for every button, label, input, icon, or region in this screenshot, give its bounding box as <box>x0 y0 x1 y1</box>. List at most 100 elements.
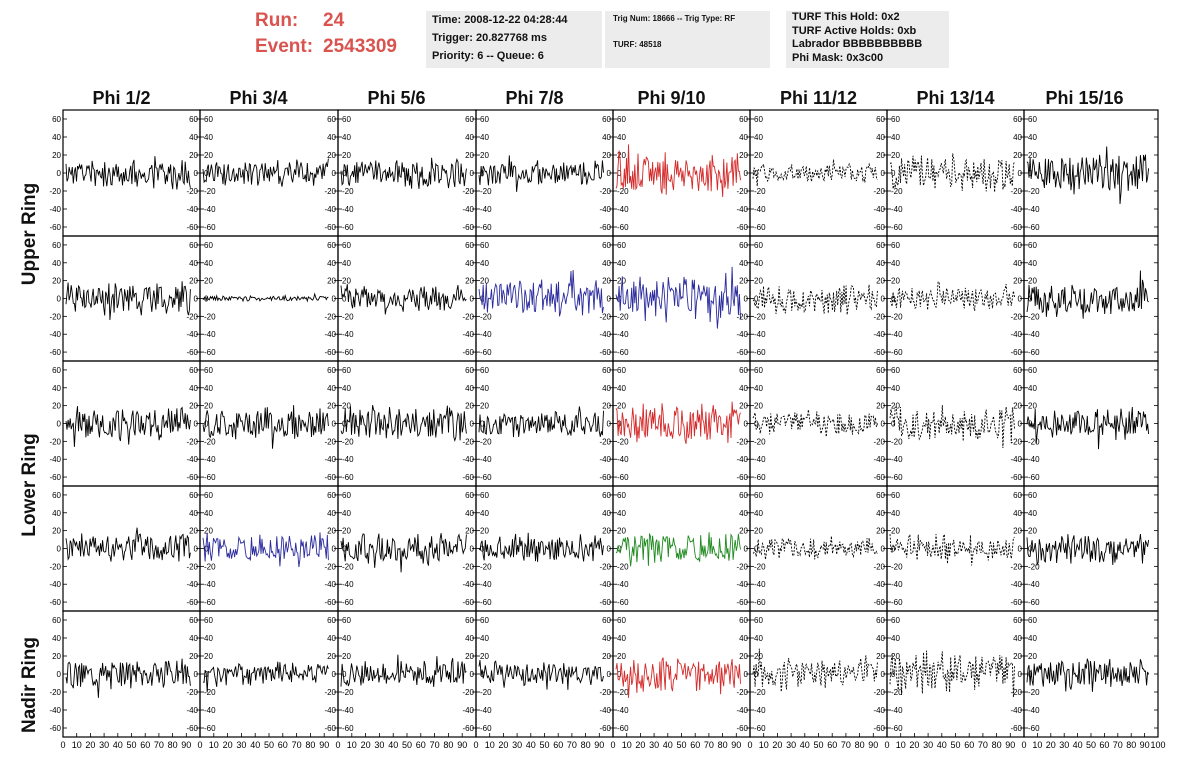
y-tick-label: 40 <box>52 509 61 518</box>
x-tick-label: 50 <box>950 740 960 750</box>
phi-header-3: Phi 5/6 <box>367 88 426 108</box>
x-tick-label: 30 <box>512 740 522 750</box>
y-tick-label-right: 40 <box>754 634 763 643</box>
y-tick-label: -20 <box>736 688 748 697</box>
waveform-black <box>752 648 878 692</box>
y-tick-label-right: 40 <box>891 259 900 268</box>
y-tick-label: 0 <box>194 295 199 304</box>
y-tick-label-right: -60 <box>480 348 492 357</box>
y-tick-label-right: 60 <box>204 616 213 625</box>
y-tick-label: -40 <box>873 706 885 715</box>
x-tick-label: 50 <box>402 740 412 750</box>
y-tick-label: -60 <box>736 724 748 733</box>
y-tick-label-right: -40 <box>480 205 492 214</box>
y-tick-label: 0 <box>744 295 749 304</box>
y-tick-label-right: 20 <box>342 151 351 160</box>
y-tick-label: 20 <box>52 402 61 411</box>
y-tick-label: -20 <box>736 437 748 446</box>
x-tick-label: 90 <box>1005 740 1015 750</box>
event-value: 2543309 <box>323 36 397 57</box>
y-tick-label-right: -40 <box>342 455 354 464</box>
x-tick-label: 40 <box>800 740 810 750</box>
y-tick-label: 40 <box>739 634 748 643</box>
y-tick-label-right: 20 <box>342 652 351 661</box>
y-tick-label: -60 <box>599 223 611 232</box>
y-tick-label-right: -60 <box>754 598 766 607</box>
waveform-black <box>889 534 1015 566</box>
y-tick-label: -20 <box>462 562 474 571</box>
waveform-blue <box>202 532 329 568</box>
y-tick-label: 20 <box>327 652 336 661</box>
y-tick-label-right: -60 <box>480 724 492 733</box>
y-tick-label: 20 <box>52 652 61 661</box>
y-tick-label: 20 <box>1013 277 1022 286</box>
y-tick-label-right: 40 <box>342 509 351 518</box>
x-tick-label: 60 <box>690 740 700 750</box>
x-tick-label: 40 <box>526 740 536 750</box>
y-tick-label: 40 <box>465 509 474 518</box>
y-tick-label-right: 0 <box>617 169 622 178</box>
y-tick-label: 0 <box>607 670 612 679</box>
y-tick-label: 0 <box>332 670 337 679</box>
y-tick-label: 40 <box>52 133 61 142</box>
y-tick-label: 0 <box>332 420 337 429</box>
y-tick-label-right: 60 <box>342 241 351 250</box>
y-tick-label-right: 20 <box>891 527 900 536</box>
y-tick-label-right: 60 <box>617 241 626 250</box>
turf-info-panel: TURF This Hold: 0x2 TURF Active Holds: 0… <box>786 11 949 68</box>
y-tick-label-right: 40 <box>617 634 626 643</box>
x-tick-label: 50 <box>264 740 274 750</box>
y-tick-label: 60 <box>876 115 885 124</box>
y-tick-label: -20 <box>324 688 336 697</box>
y-tick-label-right: 0 <box>342 545 347 554</box>
y-tick-label-right: -60 <box>204 473 216 482</box>
y-tick-label-right: 40 <box>480 509 489 518</box>
y-tick-label: -40 <box>599 205 611 214</box>
phi-header-7: Phi 13/14 <box>916 88 995 108</box>
phi-mask-text: Phi Mask: 0x3c00 <box>792 51 884 64</box>
y-tick-label-right: -20 <box>754 562 766 571</box>
y-tick-label-right: 40 <box>342 259 351 268</box>
x-tick-label: 0 <box>60 740 65 750</box>
panel-r2-c4: 60 60 40 40 20 20 0 0 -20 -20 -40 -40 -60 -60 <box>462 235 629 362</box>
y-tick-label: -60 <box>873 724 885 733</box>
y-tick-label: -20 <box>873 312 885 321</box>
x-tick-label: 10 <box>485 740 495 750</box>
y-tick-label: 20 <box>189 277 198 286</box>
y-tick-label: -20 <box>599 312 611 321</box>
y-tick-label: -20 <box>462 688 474 697</box>
y-tick-label: -40 <box>599 706 611 715</box>
y-tick-label: -40 <box>186 330 198 339</box>
y-tick-label-right: 20 <box>754 402 763 411</box>
y-tick-label-right: -60 <box>1028 348 1040 357</box>
y-tick-label: -60 <box>1010 473 1022 482</box>
phi-header-4: Phi 7/8 <box>505 88 564 108</box>
x-tick-label: 70 <box>430 740 440 750</box>
x-tick-label: 70 <box>704 740 714 750</box>
phi-header-8: Phi 15/16 <box>1045 88 1124 108</box>
y-tick-label: 0 <box>744 670 749 679</box>
y-tick-label-right: -20 <box>480 688 492 697</box>
y-tick-label-right: -20 <box>342 312 354 321</box>
y-tick-label-right: 60 <box>342 616 351 625</box>
x-tick-label: 90 <box>457 740 467 750</box>
y-tick-label: -20 <box>49 187 61 196</box>
y-tick-label-right: -20 <box>204 562 216 571</box>
y-tick-label: 0 <box>1018 420 1023 429</box>
y-tick-label-right: 60 <box>617 115 626 124</box>
y-tick-label: 20 <box>739 652 748 661</box>
y-tick-label: 40 <box>602 634 611 643</box>
y-tick-label-right: -20 <box>480 562 492 571</box>
waveform-black <box>202 661 329 693</box>
waveform-black <box>889 280 1015 311</box>
trigger-text: Trigger: 20.827768 ms <box>432 32 547 44</box>
y-tick-label-right: 60 <box>1028 366 1037 375</box>
y-tick-label: 40 <box>602 259 611 268</box>
y-tick-label-right: -20 <box>754 688 766 697</box>
y-tick-label: -20 <box>873 187 885 196</box>
y-tick-label: -40 <box>49 205 61 214</box>
